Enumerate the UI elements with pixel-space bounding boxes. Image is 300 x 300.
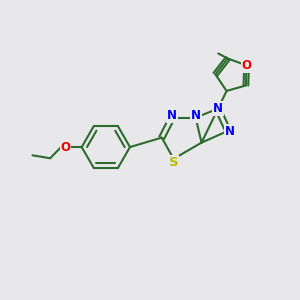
Text: N: N [167,109,177,122]
Text: S: S [169,156,178,169]
Text: N: N [190,109,201,122]
Text: N: N [213,102,223,115]
Text: O: O [61,141,70,154]
Text: N: N [224,125,235,138]
Text: O: O [242,59,252,72]
